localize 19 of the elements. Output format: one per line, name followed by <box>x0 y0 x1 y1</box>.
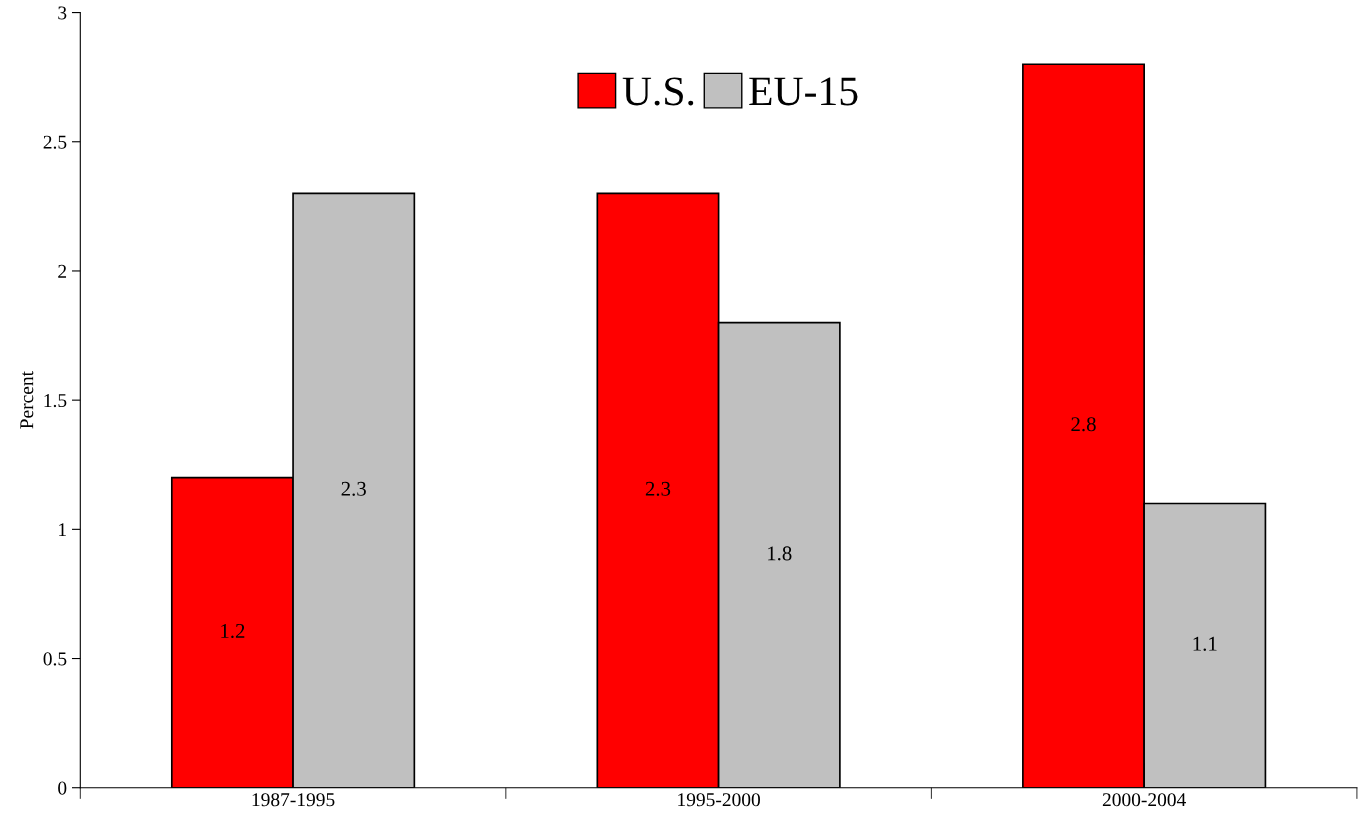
y-tick-label: 1.5 <box>44 394 67 408</box>
x-tick-label: 1987-1995 <box>252 793 335 807</box>
y-axis-title: Percent <box>20 371 34 429</box>
y-tick-label: 2 <box>58 264 67 278</box>
y-tick-label: 3 <box>58 6 67 20</box>
x-tick-label: 2000-2004 <box>1102 793 1186 807</box>
data-label: 1.2 <box>221 623 245 638</box>
legend-label: U.S. <box>622 77 694 106</box>
data-label: 1.1 <box>1193 636 1217 651</box>
legend-label: EU-15 <box>749 77 858 106</box>
data-label: 2.8 <box>1071 417 1096 432</box>
y-tick-label: 1 <box>59 523 66 537</box>
y-tick-label: 2.5 <box>43 135 67 149</box>
y-tick-label: 0 <box>58 781 67 795</box>
data-label: 2.3 <box>645 481 671 496</box>
y-tick-label: 0.5 <box>43 652 67 666</box>
x-tick-label: 1995-2000 <box>678 793 760 807</box>
data-label: 2.3 <box>341 481 366 496</box>
data-label: 1.8 <box>768 546 792 561</box>
